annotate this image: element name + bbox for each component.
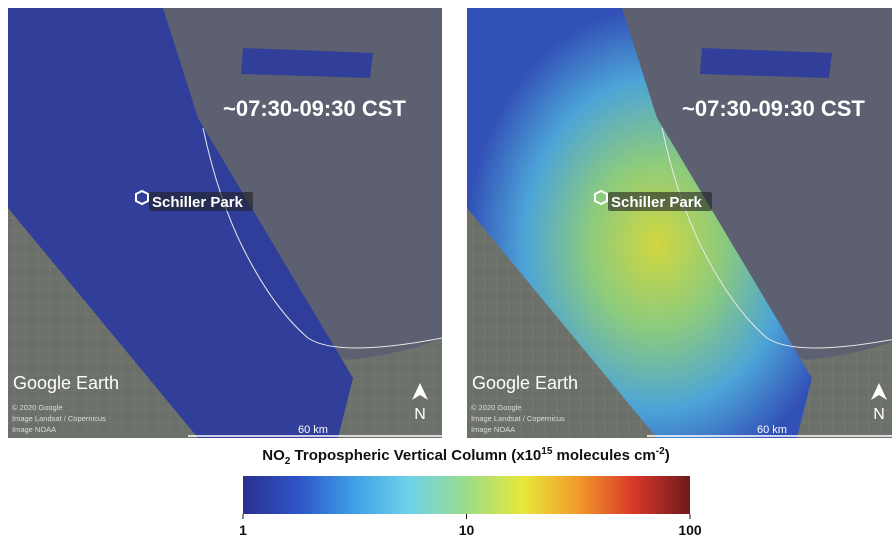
map-content: 60 km ~07:30-09:30 CST Schiller Park Google… [467, 8, 892, 438]
tick-label: 10 [459, 522, 475, 538]
figure: 60 km ~07:30-09:30 CST Schiller Park Google… [0, 0, 892, 540]
place-label: Schiller Park [611, 194, 703, 211]
title-part: NO [262, 447, 285, 464]
credit: Image NOAA [471, 425, 515, 434]
time-label: ~07:30-09:30 CST [682, 96, 865, 121]
credit: Image Landsat / Copernicus [471, 414, 565, 423]
brand: Google Earth [13, 373, 119, 393]
map-content: 60 km ~07:30-09:30 CST Schiller Park Google… [8, 8, 442, 438]
place-label: Schiller Park [152, 194, 244, 211]
title-part: 15 [541, 446, 553, 457]
map-panel: 60 km ~07:30-09:30 CST Schiller Park Google… [8, 8, 442, 438]
colorbar-title: NO2 Tropospheric Vertical Column (x1015 … [262, 446, 669, 467]
scale-label: 60 km [298, 424, 328, 436]
tick-label: 1 [239, 522, 247, 538]
credit: © 2020 Google [12, 403, 63, 412]
colorbar [243, 476, 690, 514]
map-panel: 60 km ~07:30-09:30 CST Schiller Park Google… [467, 8, 892, 438]
title-part: ) [665, 447, 670, 464]
credit: © 2020 Google [471, 403, 522, 412]
brand: Google Earth [472, 373, 578, 393]
north-label: N [873, 406, 885, 423]
credit: Image Landsat / Copernicus [12, 414, 106, 423]
tick-label: 100 [678, 522, 702, 538]
title-part: Tropospheric Vertical Column (x10 [290, 447, 541, 464]
credit: Image NOAA [12, 425, 56, 434]
swath-strip [700, 48, 832, 78]
title-part: molecules cm [552, 447, 655, 464]
scale-label: 60 km [757, 424, 787, 436]
time-label: ~07:30-09:30 CST [223, 96, 406, 121]
north-label: N [414, 406, 426, 423]
swath-strip [241, 48, 373, 78]
